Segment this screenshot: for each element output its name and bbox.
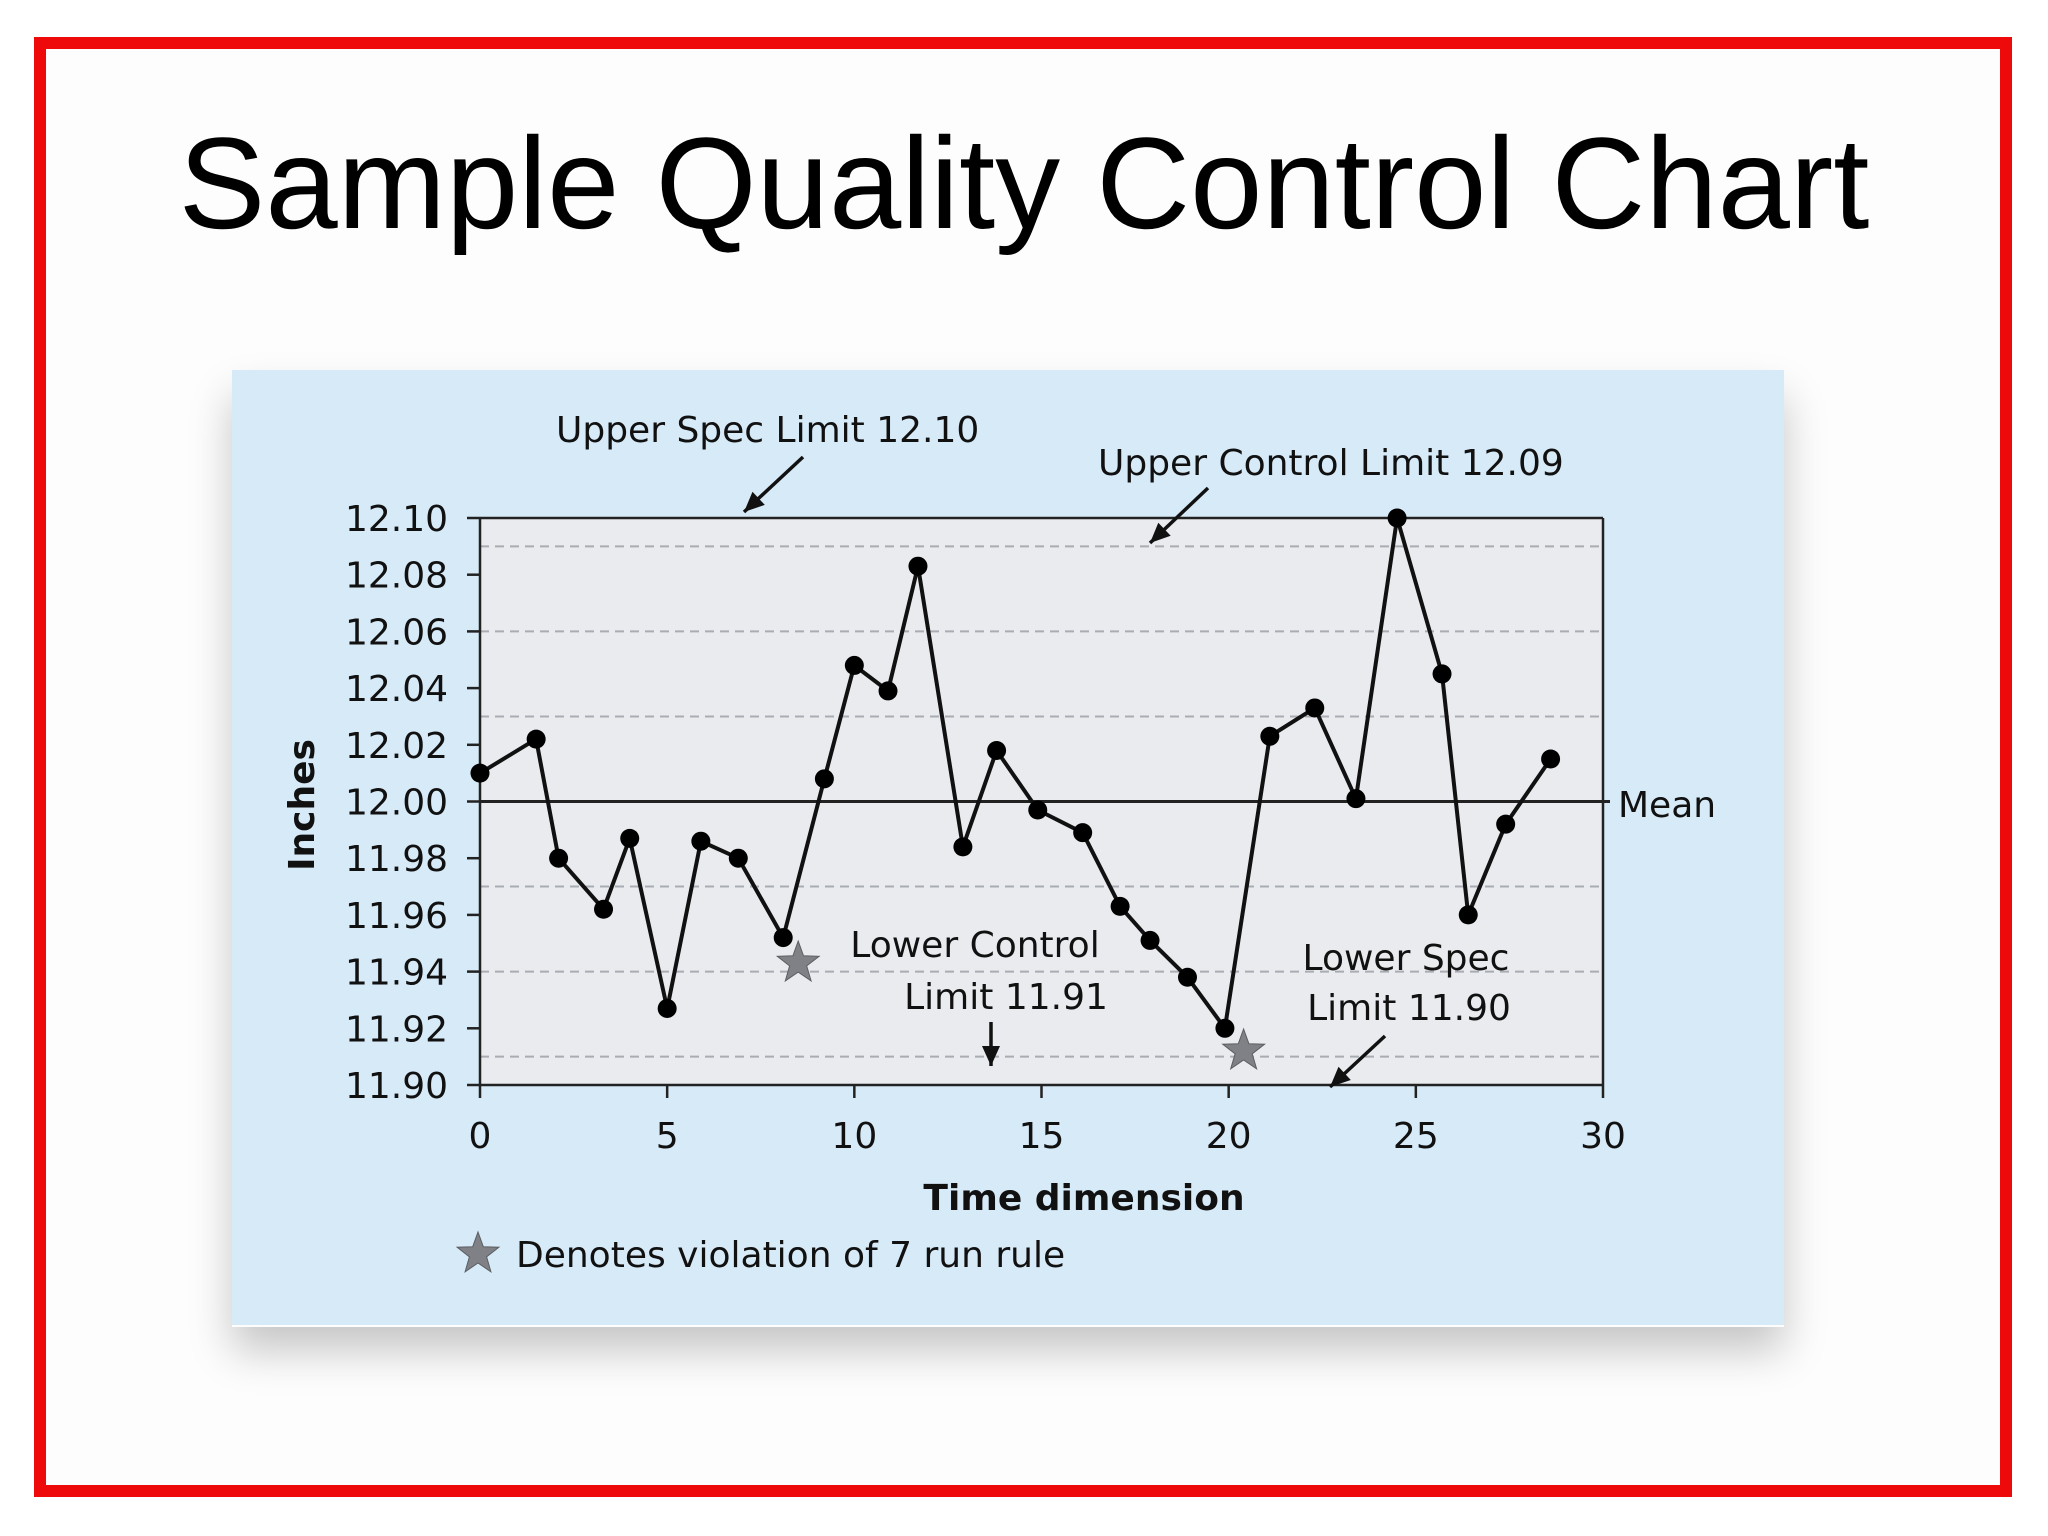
- y-tick-label: 11.92: [345, 1009, 448, 1050]
- upper-spec-annotation: Upper Spec Limit 12.10: [556, 410, 979, 451]
- x-tick-label: 10: [831, 1116, 877, 1157]
- data-point: [620, 828, 640, 848]
- x-tick-label: 0: [469, 1116, 492, 1157]
- legend-text: Denotes violation of 7 run rule: [516, 1235, 1065, 1276]
- y-tick-label: 12.10: [345, 499, 448, 540]
- violation-stars: [775, 939, 1267, 1071]
- data-point: [657, 998, 677, 1018]
- x-tick-label: 20: [1206, 1116, 1252, 1157]
- data-point: [1496, 814, 1516, 834]
- data-point: [1387, 508, 1407, 528]
- mean-annotation: Mean: [1618, 785, 1716, 826]
- data-point: [953, 837, 973, 857]
- x-tick-label: 30: [1580, 1116, 1626, 1157]
- lower-control-annotation-line1: Lower Control: [850, 925, 1099, 966]
- lower-control-arrow-head: [982, 1046, 1000, 1066]
- slide-title: Sample Quality Control Chart: [178, 110, 1870, 256]
- data-point: [1541, 749, 1561, 769]
- y-tick-label: 12.08: [345, 556, 448, 597]
- lower-spec-annotation-line1: Lower Spec: [1303, 938, 1510, 979]
- lower-spec-arrow-head: [1330, 1066, 1351, 1087]
- data-point: [1305, 698, 1325, 718]
- y-tick-label: 11.96: [345, 896, 448, 937]
- data-point: [1110, 896, 1130, 916]
- annotation-arrows: [742, 455, 1387, 1089]
- data-point: [549, 848, 569, 868]
- data-point: [987, 740, 1007, 760]
- y-tick-label: 12.02: [345, 726, 448, 767]
- data-point: [878, 681, 898, 701]
- data-point: [470, 763, 490, 783]
- tick-labels: 12.10 12.08 12.06 12.04 12.02 12.00 11.98 11.96…: [345, 499, 1626, 1157]
- x-tick-label: 25: [1393, 1116, 1439, 1157]
- data-point: [1140, 930, 1160, 950]
- data-point: [1177, 967, 1197, 987]
- legend-star-icon: [455, 1230, 501, 1273]
- y-tick-label: 12.06: [345, 612, 448, 653]
- y-axis-label: Inches: [282, 739, 323, 871]
- x-tick-label: 15: [1019, 1116, 1065, 1157]
- data-point: [1215, 1018, 1235, 1038]
- y-tick-label: 11.98: [345, 839, 448, 880]
- lower-spec-annotation-line2: Limit 11.90: [1307, 988, 1511, 1029]
- data-point: [1346, 789, 1366, 809]
- data-points: [470, 508, 1561, 1038]
- upper-control-annotation: Upper Control Limit 12.09: [1098, 443, 1564, 484]
- y-tick-label: 11.94: [345, 953, 448, 994]
- violation-star: [1221, 1027, 1267, 1071]
- x-tick-label: 5: [656, 1116, 679, 1157]
- data-point: [1073, 823, 1093, 843]
- data-point: [844, 655, 864, 675]
- grid-lines: [480, 545, 1603, 1058]
- data-point: [773, 928, 793, 948]
- upper-spec-arrow-head: [744, 491, 765, 512]
- y-tick-label: 12.00: [345, 783, 448, 824]
- data-point: [526, 729, 546, 749]
- data-point: [1432, 664, 1452, 684]
- y-tick-label: 12.04: [345, 669, 448, 710]
- data-point: [814, 769, 834, 789]
- data-point: [1028, 800, 1048, 820]
- violation-star: [775, 939, 821, 983]
- data-point: [691, 831, 711, 851]
- data-point: [728, 848, 748, 868]
- data-point: [908, 556, 928, 576]
- x-axis-label: Time dimension: [923, 1178, 1244, 1219]
- data-point: [1458, 905, 1478, 925]
- lower-control-annotation-line2: Limit 11.91: [904, 977, 1108, 1018]
- upper-control-arrow-head: [1150, 522, 1171, 543]
- y-tick-label: 11.90: [345, 1066, 448, 1107]
- data-point: [594, 899, 614, 919]
- data-point: [1260, 726, 1280, 746]
